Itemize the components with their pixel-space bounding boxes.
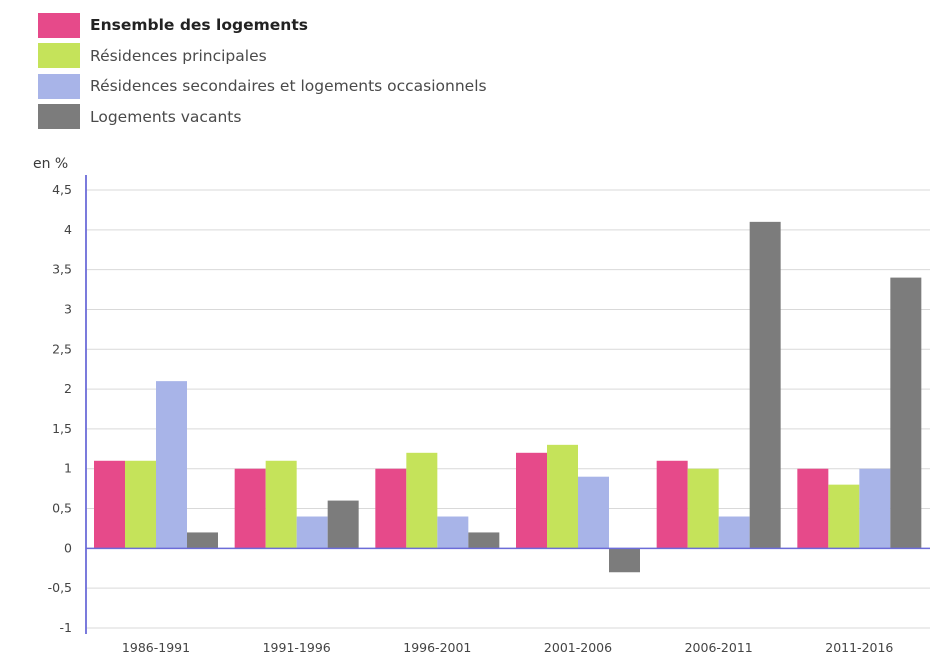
bar[interactable]: [468, 532, 500, 549]
legend-label-secondaires: Résidences secondaires et logements occa…: [90, 77, 487, 96]
bar[interactable]: [828, 484, 860, 549]
bar[interactable]: [859, 468, 891, 549]
y-tick-label: 3: [64, 301, 72, 316]
x-tick-label: 1986-1991: [122, 640, 190, 655]
bar[interactable]: [296, 516, 328, 549]
y-tick-label: 2: [64, 381, 72, 396]
bar[interactable]: [234, 468, 266, 549]
legend-swatch-secondaires: [38, 73, 80, 99]
bar[interactable]: [718, 516, 750, 549]
legend-item-ensemble[interactable]: Ensemble des logements: [38, 10, 487, 41]
y-tick-label: 1: [64, 461, 72, 476]
bar[interactable]: [687, 468, 719, 549]
legend-swatch-principales: [38, 43, 80, 69]
bar[interactable]: [94, 460, 125, 549]
bar[interactable]: [547, 444, 578, 549]
legend: Ensemble des logements Résidences princi…: [38, 10, 487, 132]
bar[interactable]: [797, 468, 829, 549]
bar[interactable]: [327, 500, 359, 549]
y-tick-label: 3,5: [52, 262, 72, 277]
legend-swatch-ensemble: [38, 12, 80, 38]
legend-swatch-vacants: [38, 104, 80, 130]
x-tick-label: 2001-2006: [544, 640, 612, 655]
bars: [94, 221, 922, 573]
y-tick-label: 1,5: [52, 421, 72, 436]
legend-item-secondaires[interactable]: Résidences secondaires et logements occa…: [38, 71, 487, 102]
x-tick-label: 2011-2016: [825, 640, 893, 655]
bar[interactable]: [265, 460, 297, 549]
legend-item-principales[interactable]: Résidences principales: [38, 41, 487, 72]
bar[interactable]: [375, 468, 407, 549]
legend-label-ensemble: Ensemble des logements: [90, 16, 308, 35]
y-axis-unit-label: en %: [33, 156, 68, 172]
bar[interactable]: [890, 277, 922, 549]
y-tick-label: 2,5: [52, 341, 72, 356]
bar[interactable]: [406, 452, 438, 549]
bar[interactable]: [749, 221, 781, 549]
legend-label-vacants: Logements vacants: [90, 107, 242, 126]
y-tick-label: -0,5: [48, 580, 72, 595]
y-tick-label: -1: [60, 620, 72, 635]
x-tick-labels: 1986-1991 1991-1996 1996-2001 2001-2006 2006…: [122, 640, 894, 655]
legend-label-principales: Résidences principales: [90, 46, 267, 65]
bar[interactable]: [578, 476, 609, 549]
y-tick-label: 0: [64, 540, 72, 555]
bar[interactable]: [656, 460, 688, 549]
gridlines: [86, 189, 930, 629]
bar[interactable]: [437, 516, 469, 549]
y-tick-label: 4,5: [52, 182, 72, 197]
bar[interactable]: [156, 381, 187, 549]
bar[interactable]: [125, 460, 156, 549]
y-tick-label: 0,5: [52, 501, 72, 516]
x-tick-label: 1991-1996: [263, 640, 331, 655]
bar[interactable]: [516, 452, 547, 549]
y-tick-label: 4: [64, 222, 72, 237]
legend-item-vacants[interactable]: Logements vacants: [38, 102, 487, 133]
bar[interactable]: [187, 532, 218, 549]
y-tick-labels: -1 -0,5 0 0,5 1 1,5 2 2,5 3 3,5 4 4,5: [48, 182, 72, 635]
x-tick-label: 2006-2011: [685, 640, 753, 655]
bar[interactable]: [609, 548, 640, 573]
x-tick-label: 1996-2001: [403, 640, 471, 655]
axes: [85, 175, 930, 634]
